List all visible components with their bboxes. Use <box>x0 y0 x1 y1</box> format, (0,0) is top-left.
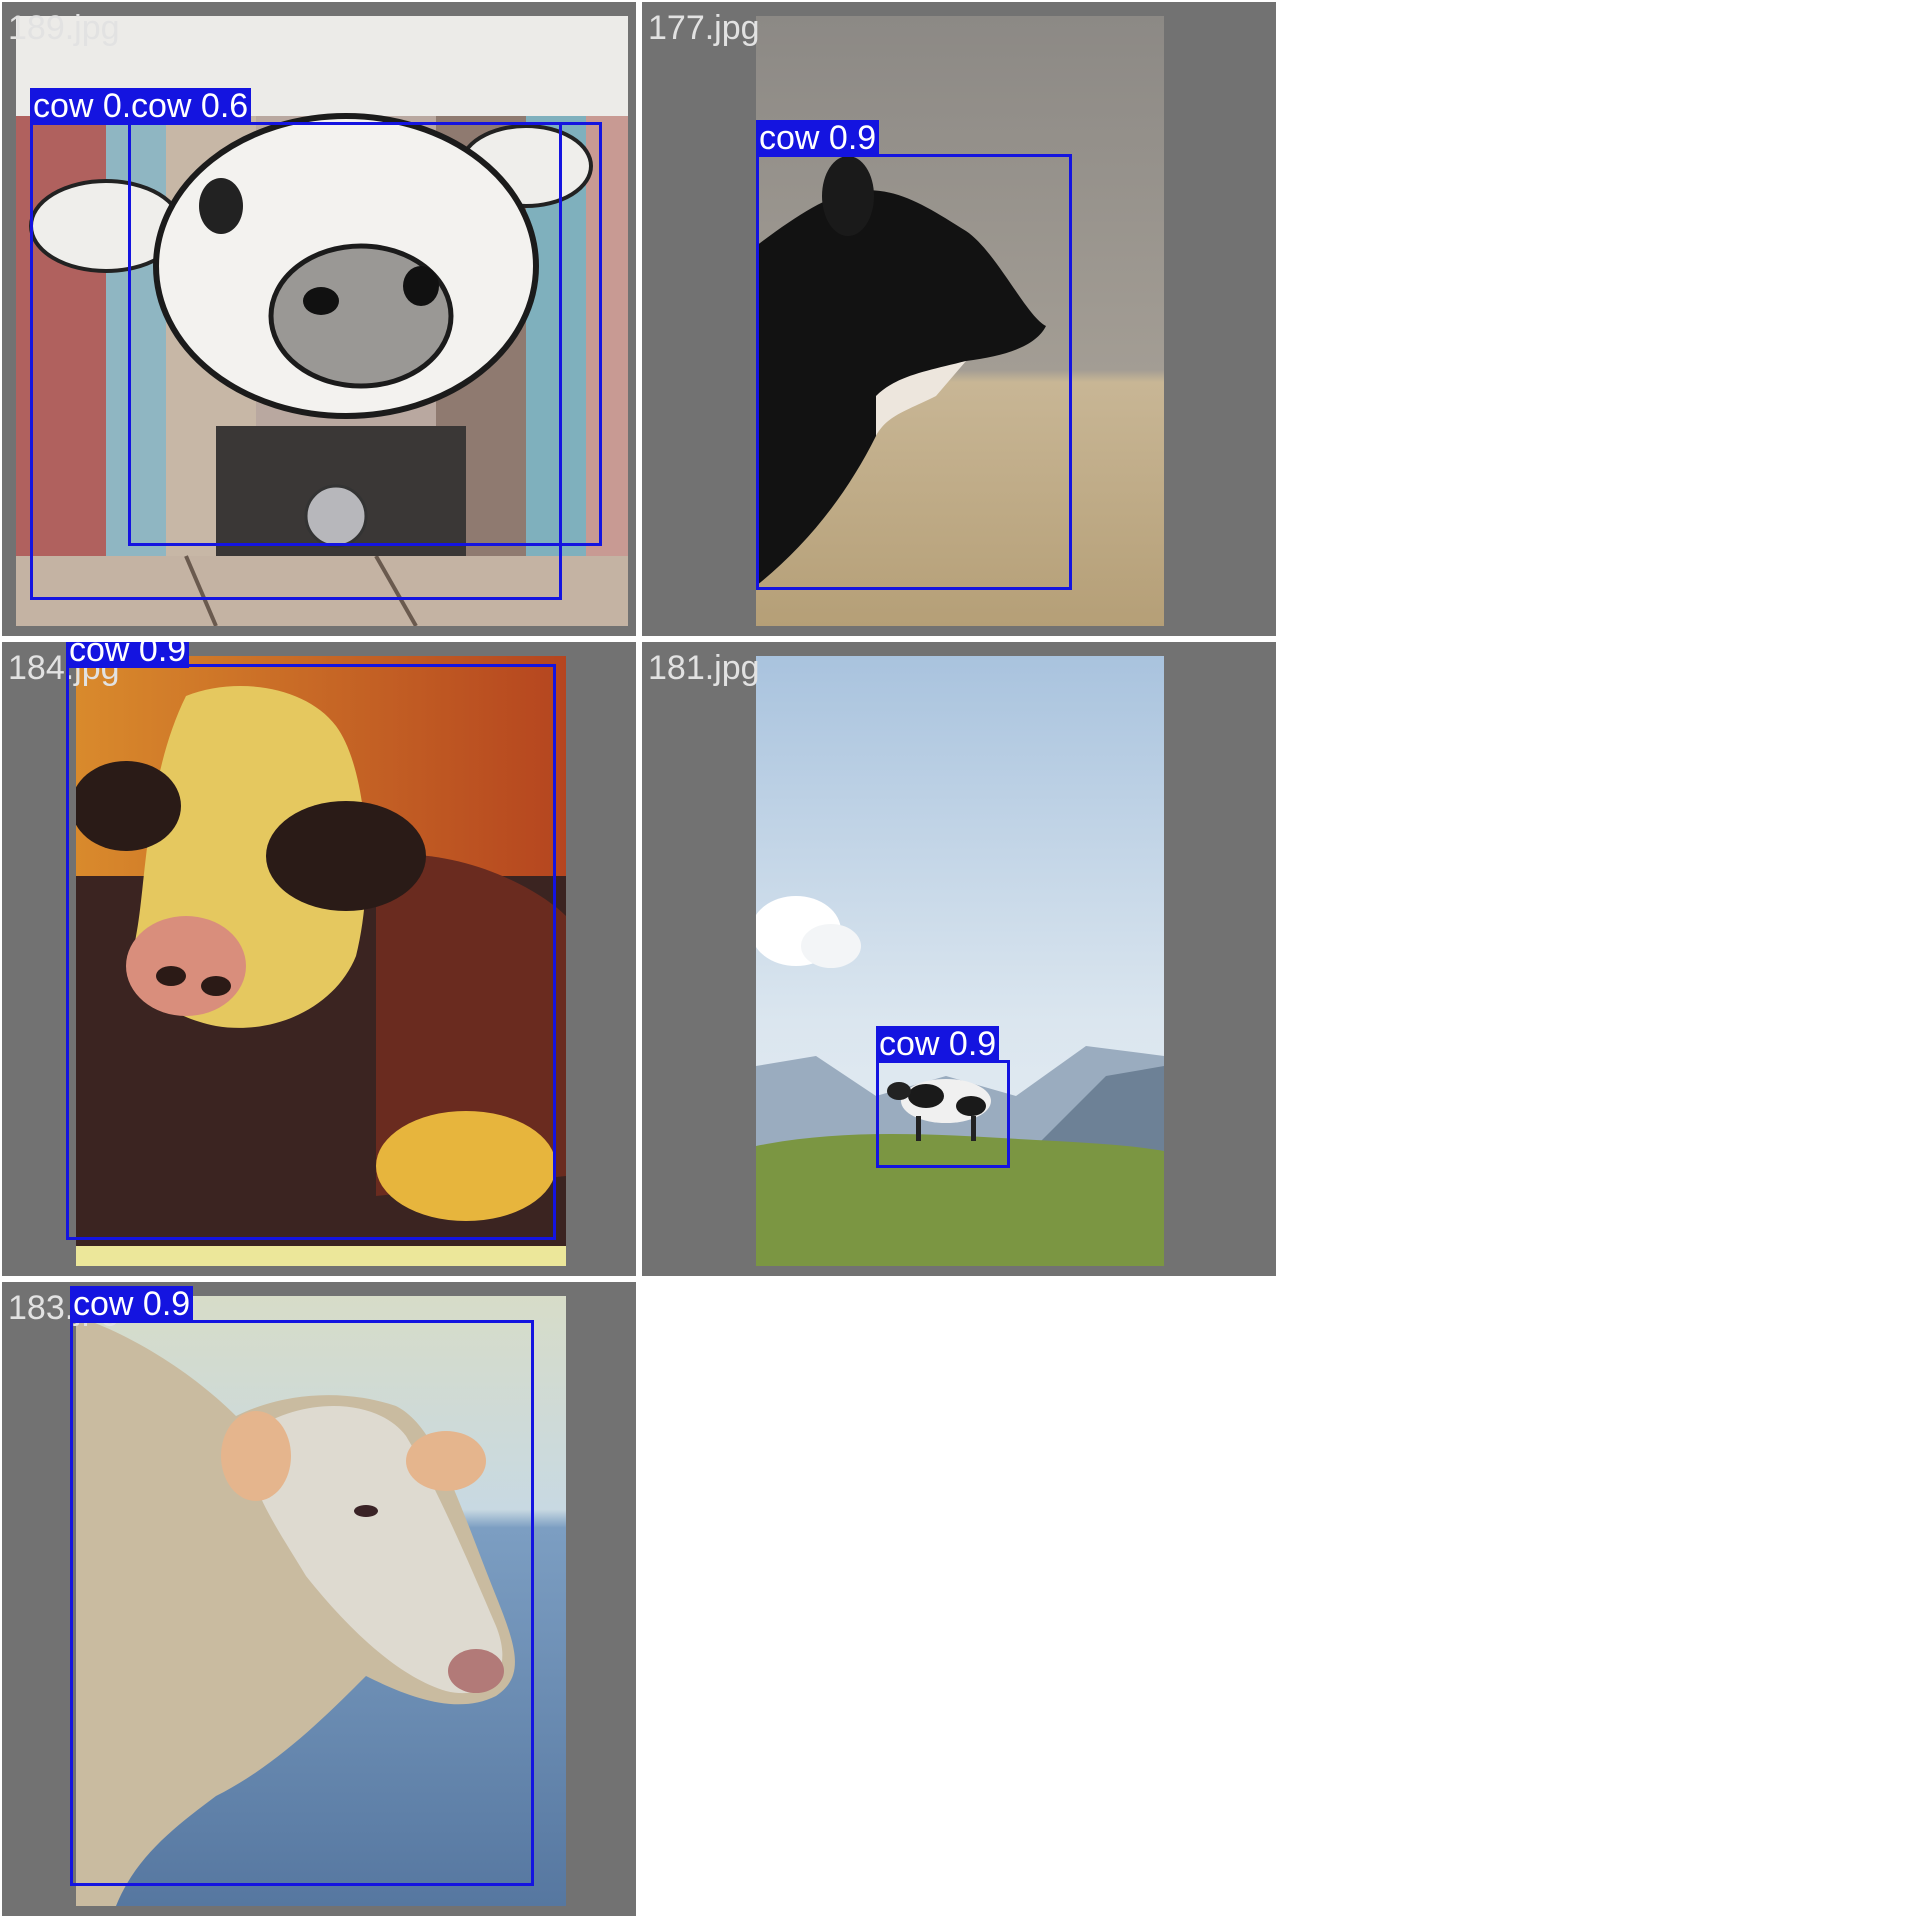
filename-label: 181.jpg <box>648 649 760 687</box>
image-184 <box>76 656 566 1266</box>
bounding-box <box>876 1060 1010 1168</box>
bounding-box <box>66 664 556 1240</box>
bounding-box <box>756 154 1072 590</box>
tile-177: 177.jpg cow 0.9 <box>640 0 1278 638</box>
bounding-box <box>128 122 602 546</box>
filename-label: 189.jpg <box>8 9 120 47</box>
image-183 <box>76 1296 566 1906</box>
detection-label: cow 0.9 <box>70 1286 194 1322</box>
tile-184: 184.jpg cow 0.9 <box>0 640 638 1278</box>
image-181 <box>756 656 1164 1266</box>
bounding-box <box>70 1320 534 1886</box>
detection-label: cow 0.6 <box>128 88 252 124</box>
image-189 <box>16 16 628 626</box>
filename-label: 177.jpg <box>648 9 760 47</box>
detection-label: cow 0.9 <box>756 120 880 156</box>
image-177 <box>756 16 1164 626</box>
tile-181: 181.jpg cow 0.9 <box>640 640 1278 1278</box>
detection-label: cow 0.9 <box>876 1026 1000 1062</box>
tile-189: 189.jpg cow 0.3 cow 0.6 <box>0 0 638 638</box>
detection-label: cow 0.9 <box>66 642 190 668</box>
tile-183: 183.jpg cow 0.9 <box>0 1280 638 1918</box>
